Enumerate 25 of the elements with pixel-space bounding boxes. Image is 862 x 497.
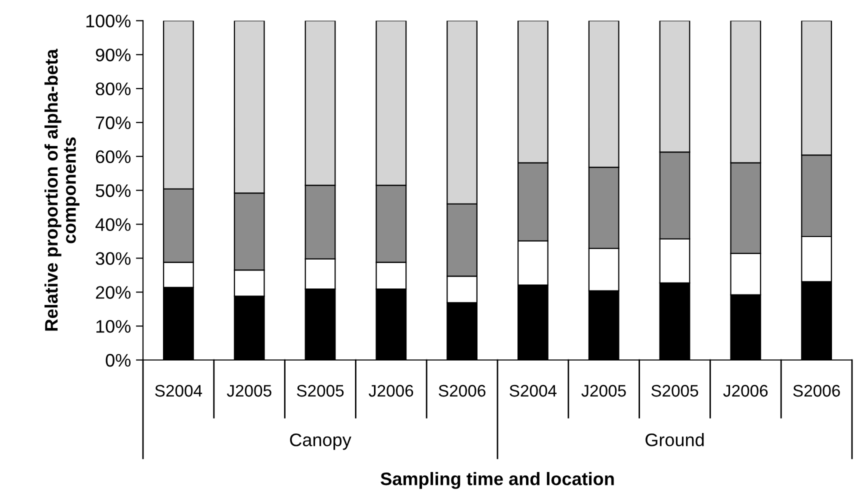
y-tick-label: 10%: [96, 320, 131, 333]
x-tick-label: S2005: [651, 384, 698, 397]
y-tick-label: 20%: [96, 286, 131, 299]
y-tick-label: 0%: [106, 354, 131, 367]
text: Canopy: [290, 433, 352, 450]
y-axis-title: Relative proportion of alpha-beta components: [44, 48, 80, 331]
y-tick-label: 50%: [96, 184, 131, 198]
y-tick-label: 60%: [96, 150, 131, 164]
y-tick-label: 80%: [96, 82, 131, 96]
x-tick-label: S2004: [510, 384, 557, 397]
x-tick-label: S2006: [438, 384, 486, 397]
x-tick-label: S2005: [296, 384, 344, 397]
x-tick-label: J2006: [368, 384, 414, 397]
x-tick-label: J2006: [723, 384, 768, 397]
y-tick-label: 40%: [95, 218, 131, 231]
x-tick-label: S2004: [155, 384, 202, 397]
y-tick-label: 30%: [96, 252, 131, 265]
text: Ground: [646, 433, 704, 446]
y-tick-label: 100%: [86, 14, 131, 28]
x-axis-title: Sampling time and location: [380, 472, 614, 489]
x-tick-label: S2006: [793, 384, 840, 397]
y-tick-label: 70%: [96, 116, 131, 130]
x-tick-label: J2005: [581, 384, 626, 397]
y-tick-label: 90%: [96, 48, 131, 62]
x-tick-label: J2005: [226, 384, 272, 397]
